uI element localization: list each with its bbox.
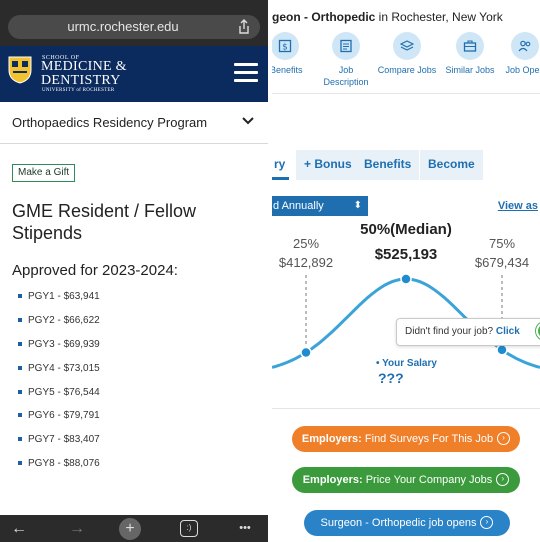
percentile-marker xyxy=(300,346,312,359)
cta-text: Find Surveys For This Job xyxy=(361,433,494,445)
find-surveys-button[interactable]: Employers: Find Surveys For This Job › xyxy=(292,426,520,452)
percentile-value: $679,434 xyxy=(475,255,529,270)
page-title: GME Resident / Fellow Stipends xyxy=(12,201,197,243)
chevron-down-icon xyxy=(242,117,254,125)
help-text: Didn't find your job? xyxy=(405,326,494,337)
list-item: PGY6 - $79,791 xyxy=(18,409,100,433)
tab-bonus[interactable]: + Bonus xyxy=(296,150,360,180)
briefcase-icon xyxy=(456,32,484,60)
tool-label: Similar Jobs xyxy=(445,65,495,75)
compare-jobs-tool[interactable]: Compare Jobs xyxy=(376,32,438,76)
job-title-bold: geon - Orthopedic xyxy=(272,10,376,24)
list-item: PGY5 - $76,544 xyxy=(18,386,100,410)
pay-period-select[interactable]: d Annually ⬍ xyxy=(272,196,368,216)
percentile-value: $525,193 xyxy=(375,246,438,263)
layers-icon xyxy=(393,32,421,60)
logo-medicine: MEDICINE & xyxy=(41,59,127,74)
tabs-icon[interactable]: :) xyxy=(180,520,198,537)
right-pane: geon - Orthopedic in Rochester, New York… xyxy=(272,0,540,542)
percentile-label: 75% xyxy=(489,236,515,251)
tool-label: Benefits xyxy=(272,65,303,75)
split-divider[interactable] xyxy=(268,0,272,542)
more-menu-icon[interactable]: ••• xyxy=(239,522,251,534)
list-item: PGY7 - $83,407 xyxy=(18,433,100,457)
back-arrow-icon[interactable]: ← xyxy=(11,520,27,537)
arrow-right-icon: › xyxy=(480,515,494,529)
tool-label: Job Description xyxy=(323,65,369,87)
cta-text: Surgeon - Orthopedic job opens xyxy=(320,517,477,529)
stipend-list: PGY1 - $63,941 PGY2 - $66,622 PGY3 - $69… xyxy=(18,290,100,481)
document-icon xyxy=(332,32,360,60)
percentile-label: 25% xyxy=(293,236,319,251)
list-item: PGY4 - $73,015 xyxy=(18,362,100,386)
make-a-gift-button[interactable]: Make a Gift xyxy=(12,164,76,182)
cta-bold: Employers: xyxy=(302,474,363,486)
logo-dentistry: DENTISTRY xyxy=(41,73,121,88)
price-jobs-button[interactable]: Employers: Price Your Company Jobs › xyxy=(292,467,520,493)
section-divider xyxy=(272,408,540,409)
program-dropdown[interactable]: Orthopaedics Residency Program xyxy=(0,102,268,144)
list-item: PGY8 - $88,076 xyxy=(18,457,100,481)
program-dropdown-label: Orthopaedics Residency Program xyxy=(12,115,208,130)
percentile-label: 50%(Median) xyxy=(360,221,452,238)
arrow-right-icon: › xyxy=(496,472,510,486)
university-shield-logo[interactable] xyxy=(8,56,32,84)
chevron-updown-icon: ⬍ xyxy=(353,200,362,211)
browser-toolbar: ← → + :) ••• xyxy=(0,515,268,542)
approved-heading: Approved for 2023-2024: xyxy=(12,262,178,279)
new-tab-button[interactable]: + xyxy=(119,518,141,540)
job-title-location: in Rochester, New York xyxy=(375,10,503,24)
logo-university: UNIVERSITY of ROCHESTER xyxy=(42,88,115,93)
share-icon[interactable] xyxy=(236,19,252,35)
menu-icon[interactable] xyxy=(234,63,258,83)
salary-tabs: ry + Bonus Benefits Become xyxy=(272,150,540,180)
help-prompt[interactable]: Didn't find your job? Click xyxy=(396,318,540,346)
browser-url-bar: urmc.rochester.edu xyxy=(0,6,268,46)
benefits-tool[interactable]: $ Benefits xyxy=(272,32,303,76)
percentile-value: $412,892 xyxy=(279,255,333,270)
tab-salary[interactable]: ry xyxy=(272,150,290,180)
address-field[interactable]: urmc.rochester.edu xyxy=(8,15,260,39)
job-description-tool[interactable]: Job Description xyxy=(318,32,374,88)
percentile-marker xyxy=(496,344,508,356)
percentile-marker xyxy=(400,273,412,285)
view-as-link[interactable]: View as xyxy=(497,200,538,212)
site-header: SCHOOL OF MEDICINE & DENTISTRY UNIVERSIT… xyxy=(0,46,268,102)
left-pane: urmc.rochester.edu SCHOOL OF MEDICINE & … xyxy=(0,0,268,542)
cta-bold: Employers: xyxy=(301,433,362,445)
tab-benefits[interactable]: Benefits xyxy=(356,150,420,180)
svg-text:$: $ xyxy=(282,43,288,53)
job-openings-tool[interactable]: Job Open xyxy=(502,32,540,76)
money-icon: $ xyxy=(272,32,299,60)
cta-text: Price Your Company Jobs xyxy=(362,474,493,486)
forward-arrow-icon[interactable]: → xyxy=(69,520,85,537)
your-salary-value: ??? xyxy=(378,370,404,386)
people-icon xyxy=(511,32,539,60)
pay-period-value: d Annually xyxy=(273,200,324,212)
tool-label: Compare Jobs xyxy=(377,65,437,75)
logo-school-of: SCHOOL OF xyxy=(42,55,80,61)
list-item: PGY1 - $63,941 xyxy=(18,290,100,314)
job-title: geon - Orthopedic in Rochester, New York xyxy=(272,10,503,24)
list-item: PGY2 - $66,622 xyxy=(18,314,100,338)
url-text: urmc.rochester.edu xyxy=(67,19,179,34)
arrow-right-icon: › xyxy=(497,431,511,445)
help-click-link[interactable]: Click xyxy=(495,326,520,337)
tab-become[interactable]: Become xyxy=(420,150,483,180)
similar-jobs-tool[interactable]: Similar Jobs xyxy=(442,32,498,76)
salary-distribution-chart: 25% $412,892 50%(Median) $525,193 75% $679,43… xyxy=(272,221,540,386)
list-item: PGY3 - $69,939 xyxy=(18,338,100,362)
status-bar xyxy=(0,0,268,6)
job-openings-button[interactable]: Surgeon - Orthopedic job opens › xyxy=(304,510,510,536)
tool-label: Job Open xyxy=(505,65,540,75)
your-salary-label: • Your Salary xyxy=(376,358,437,369)
job-toolbar: $ Benefits Job Description Compare Jobs … xyxy=(272,32,540,94)
